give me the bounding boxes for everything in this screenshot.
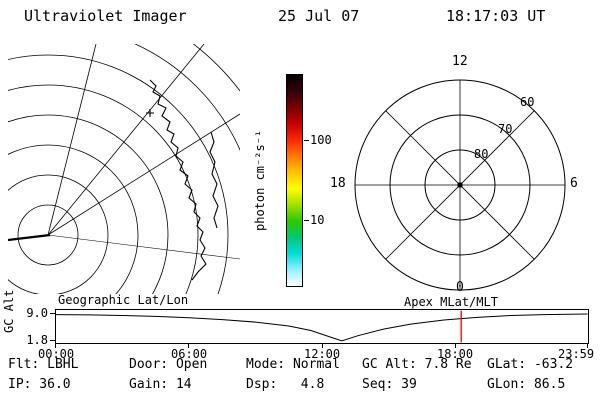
colorbar-tick bbox=[304, 220, 309, 221]
center-marker bbox=[457, 182, 463, 188]
x-tick-label-0000: 00:00 bbox=[38, 347, 75, 361]
colorbar-tick-label-10: 10 bbox=[310, 213, 325, 227]
gc-alt-plot-svg bbox=[55, 310, 588, 343]
coastline bbox=[149, 79, 207, 281]
status-glat: GLat: -63.2 bbox=[487, 357, 574, 372]
status-glon: GLon: 86.5 bbox=[487, 377, 566, 392]
x-tick-label-0600: 06:00 bbox=[171, 347, 208, 361]
x-tick bbox=[55, 344, 56, 348]
mlat-label-70: 70 bbox=[498, 122, 513, 136]
timeline-ylabel: GC Alt bbox=[2, 289, 16, 333]
y-tick bbox=[50, 313, 55, 314]
y-tick bbox=[50, 340, 55, 341]
app-title: Ultraviolet Imager bbox=[24, 7, 187, 25]
header-date: 25 Jul 07 bbox=[278, 7, 360, 25]
status-gain: Gain: 14 bbox=[129, 377, 192, 392]
x-tick-label-1800: 18:00 bbox=[437, 347, 474, 361]
header-time: 18:17:03 UT bbox=[446, 7, 546, 25]
plus-marker bbox=[146, 109, 154, 117]
x-tick-label-1200: 12:00 bbox=[304, 347, 341, 361]
y-tick-label-9: 9.0 bbox=[26, 306, 48, 320]
status-door: Door: Open bbox=[129, 357, 208, 372]
status-dsp: Dsp: 4.8 bbox=[246, 377, 325, 392]
x-tick bbox=[587, 344, 588, 348]
status-seq: Seq: 39 bbox=[362, 377, 417, 392]
x-tick-label-2359: 23:59 bbox=[558, 347, 595, 361]
status-mode: Mode: Normal bbox=[246, 357, 340, 372]
x-tick bbox=[188, 344, 189, 348]
polar-plot-panel bbox=[354, 79, 566, 291]
colorbar-tick bbox=[304, 140, 309, 141]
x-tick bbox=[322, 344, 323, 348]
colorbar-gradient bbox=[286, 74, 303, 287]
gc-alt-plot bbox=[55, 309, 589, 344]
meridian-line-bold bbox=[8, 233, 51, 242]
colorbar-tick-label-100: 100 bbox=[310, 133, 332, 147]
mlat-label-60: 60 bbox=[520, 95, 535, 109]
geographic-map-panel bbox=[8, 44, 240, 294]
mlt-label-18: 18 bbox=[330, 176, 346, 191]
status-gc-alt: GC Alt: 7.8 Re bbox=[362, 357, 472, 372]
status-ip: IP: 36.0 bbox=[8, 377, 71, 392]
lat-lon-grid bbox=[8, 44, 240, 294]
mlt-label-12: 12 bbox=[452, 54, 468, 69]
coastline-secondary bbox=[209, 131, 219, 229]
mlt-label-6: 6 bbox=[570, 176, 578, 191]
mlt-label-0: 0 bbox=[456, 280, 464, 295]
polar-caption: Apex MLat/MLT bbox=[404, 295, 498, 309]
mlat-label-80: 80 bbox=[474, 147, 489, 161]
map-caption: Geographic Lat/Lon bbox=[58, 293, 189, 307]
gc-alt-curve bbox=[55, 313, 588, 342]
y-tick-label-18: 1.8 bbox=[26, 333, 48, 347]
status-flt: Flt: LBHL bbox=[8, 357, 79, 372]
colorbar-unit-label: photon cm⁻²s⁻¹ bbox=[253, 129, 267, 232]
x-tick bbox=[455, 344, 456, 348]
